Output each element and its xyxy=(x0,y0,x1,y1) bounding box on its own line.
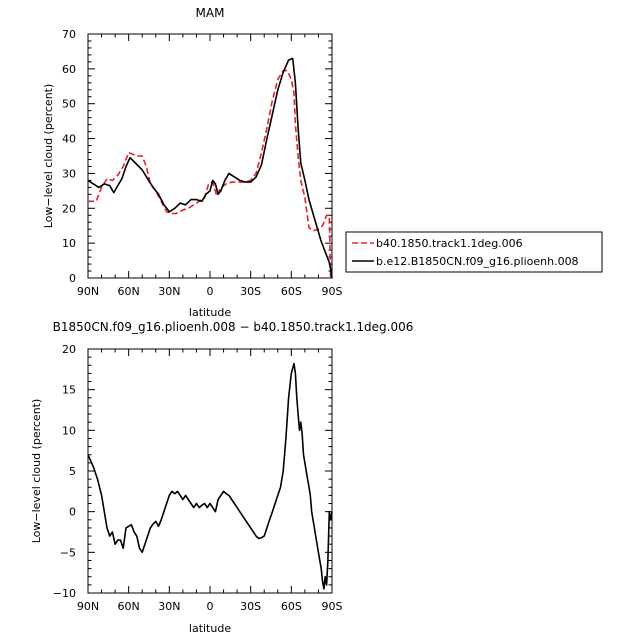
bottom-x-axis-label: latitude xyxy=(189,622,231,635)
top-x-tick-label: 30S xyxy=(240,285,261,298)
top-plot-frame xyxy=(87,33,333,279)
bottom-y-tick-label: 10 xyxy=(62,424,76,437)
bottom-series-group xyxy=(87,362,333,590)
top-x-tick-label: 90N xyxy=(77,285,99,298)
top-y-tick-label: 30 xyxy=(62,167,76,180)
bottom-x-tick-label: 30S xyxy=(240,600,261,613)
top-axis-ticks: 90N 60N 30N 0 30S 60S 90S 0 10 20 30 40 50 60 70 xyxy=(62,28,343,298)
top-x-tick-label: 90S xyxy=(322,285,343,298)
bottom-y-axis-label: Low−level cloud (percent) xyxy=(30,399,43,544)
bottom-axis-ticks: 90N 60N 30N 0 30S 60S 90S −10 −5 0 5 10 15 20 xyxy=(53,343,343,613)
top-panel: MAM 90N 60N 30N 0 30S 60S 90S 0 10 20 30 40 50 60 70 l… xyxy=(42,6,343,319)
bottom-x-tick-label: 30N xyxy=(158,600,180,613)
top-y-tick-label: 60 xyxy=(62,63,76,76)
bottom-series-line-0 xyxy=(87,362,333,590)
top-series-line-1 xyxy=(87,57,333,279)
top-series-line-0 xyxy=(88,69,333,279)
bottom-chart-title: B1850CN.f09_g16.plioenh.008 − b40.1850.t… xyxy=(53,320,414,334)
bottom-x-tick-label: 0 xyxy=(207,600,214,613)
top-y-tick-label: 40 xyxy=(62,133,76,146)
top-chart-title: MAM xyxy=(196,6,225,20)
bottom-x-tick-label: 60N xyxy=(118,600,140,613)
top-y-tick-label: 50 xyxy=(62,98,76,111)
bottom-panel: B1850CN.f09_g16.plioenh.008 − b40.1850.t… xyxy=(30,320,413,635)
top-y-tick-label: 10 xyxy=(62,237,76,250)
legend-box xyxy=(345,231,603,273)
top-x-tick-label: 60S xyxy=(281,285,302,298)
bottom-y-tick-label: 20 xyxy=(62,343,76,356)
top-series-group xyxy=(87,57,333,279)
bottom-y-tick-label: 15 xyxy=(62,384,76,397)
bottom-y-tick-label: 0 xyxy=(69,506,76,519)
top-y-axis-label: Low−level cloud (percent) xyxy=(42,84,55,229)
top-x-tick-label: 30N xyxy=(158,285,180,298)
top-x-axis-label: latitude xyxy=(189,306,231,319)
bottom-x-tick-label: 60S xyxy=(281,600,302,613)
legend-label-plioenh: b.e12.B1850CN.f09_g16.plioenh.008 xyxy=(376,255,579,268)
bottom-y-tick-label: 5 xyxy=(69,465,76,478)
top-x-tick-label: 60N xyxy=(118,285,140,298)
top-y-tick-label: 0 xyxy=(69,272,76,285)
bottom-x-tick-label: 90N xyxy=(77,600,99,613)
bottom-x-tick-label: 90S xyxy=(322,600,343,613)
bottom-y-tick-label: −10 xyxy=(53,587,76,600)
legend-label-b40: b40.1850.track1.1deg.006 xyxy=(376,237,523,250)
legend: b40.1850.track1.1deg.006 b.e12.B1850CN.f… xyxy=(345,231,603,273)
top-y-tick-label: 70 xyxy=(62,28,76,41)
bottom-y-tick-label: −5 xyxy=(60,546,76,559)
top-x-tick-label: 0 xyxy=(207,285,214,298)
top-y-tick-label: 20 xyxy=(62,202,76,215)
